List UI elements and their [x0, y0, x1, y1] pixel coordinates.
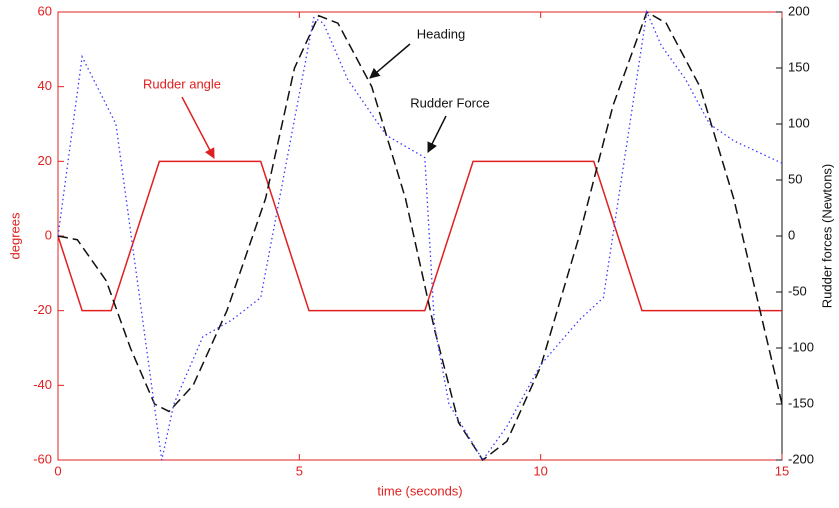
y2-tick-label: -100: [788, 339, 814, 354]
y2-axis-label: Rudder forces (Newtons): [819, 164, 834, 309]
series-line: [57, 10, 783, 462]
y-tick-label: 40: [38, 78, 52, 93]
y2-tick-label: -200: [788, 451, 814, 466]
annotation-arrow: [181, 96, 215, 159]
x-tick-label: 15: [775, 463, 789, 478]
y-tick-label: 0: [45, 227, 52, 242]
annotation-arrow: [369, 43, 411, 79]
y2-tick-label: 50: [788, 171, 802, 186]
x-tick-label: 10: [533, 463, 547, 478]
y2-tick-label: 150: [788, 59, 810, 74]
y2-tick-label: 100: [788, 115, 810, 130]
x-tick-label: 5: [296, 463, 303, 478]
y-axis-label: degrees: [7, 212, 22, 259]
series-annotation: Rudder Force: [410, 95, 489, 110]
series-line: [57, 160, 782, 312]
series-line: [57, 9, 783, 462]
y-tick-label: -20: [33, 302, 52, 317]
y2-tick-label: -150: [788, 395, 814, 410]
annotation-arrow: [427, 115, 447, 153]
y2-tick-label: 0: [788, 227, 795, 242]
series-annotation: Heading: [417, 26, 465, 41]
y2-tick-label: -50: [788, 283, 807, 298]
x-axis-label: time (seconds): [377, 483, 462, 498]
series-annotation: Rudder angle: [143, 76, 221, 91]
y2-tick-label: 200: [788, 3, 810, 18]
y-tick-label: -40: [33, 377, 52, 392]
y-tick-label: 60: [38, 3, 52, 18]
x-tick-label: 0: [54, 463, 61, 478]
y-tick-label: -60: [33, 451, 52, 466]
y-tick-label: 20: [38, 153, 52, 168]
